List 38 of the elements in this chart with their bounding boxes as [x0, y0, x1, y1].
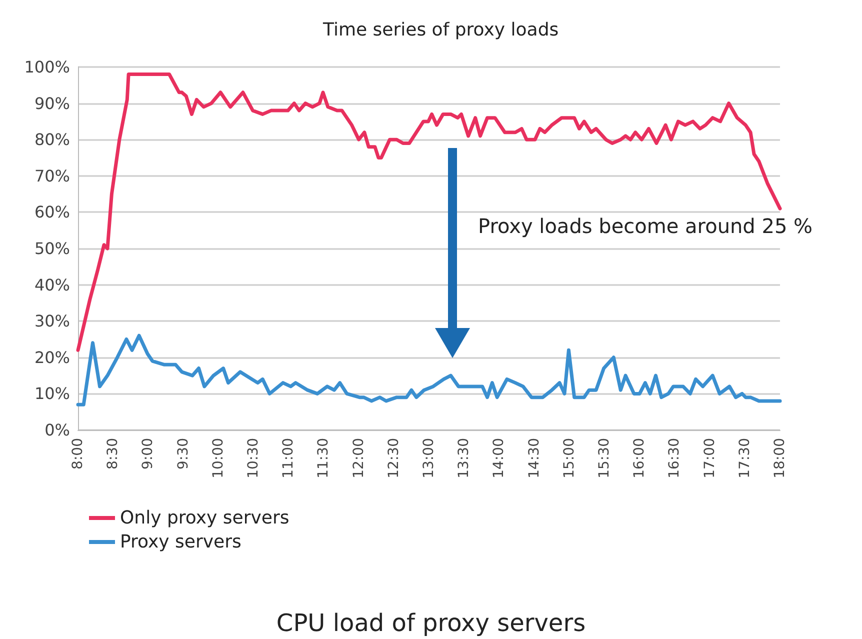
- x-tick-label: 14:00: [491, 438, 508, 478]
- x-tick-label: 16:00: [632, 438, 648, 478]
- x-tick-label: 14:30: [526, 438, 542, 478]
- x-tick-label: 12:00: [350, 438, 367, 478]
- x-tick-label: 8:00: [70, 438, 86, 470]
- x-tick-label: 11:30: [316, 438, 332, 478]
- y-tick-label: 20%: [34, 348, 70, 367]
- y-tick-label: 60%: [34, 202, 70, 222]
- x-tick-label: 9:30: [175, 438, 192, 470]
- y-tick-label: 80%: [34, 130, 70, 150]
- x-tick-label: 10:00: [210, 438, 226, 478]
- y-tick-label: 40%: [34, 275, 70, 294]
- chart-title: Time series of proxy loads: [322, 20, 559, 40]
- x-tick-label: 15:00: [561, 438, 578, 478]
- x-tick-label: 17:30: [736, 438, 753, 478]
- line-series: [76, 334, 782, 406]
- x-tick-label: 16:30: [666, 438, 683, 478]
- x-tick-label: 9:00: [140, 438, 156, 470]
- legend-label: Only proxy servers: [120, 508, 290, 528]
- y-tick-label: 50%: [34, 239, 70, 258]
- y-tick-label: 0%: [44, 420, 70, 440]
- x-tick-label: 15:30: [596, 438, 612, 478]
- text: CPU load of proxy servers: [276, 609, 586, 637]
- y-tick-label: 10%: [34, 384, 70, 404]
- annotation: Proxy loads become around 25 %: [478, 214, 813, 238]
- y-tick-label: 100%: [24, 58, 70, 76]
- y-tick-label: 30%: [34, 312, 70, 331]
- x-tick-label: 18:00: [772, 438, 788, 478]
- x-tick-label: 13:30: [456, 438, 472, 478]
- x-tick-label: 13:00: [421, 438, 437, 478]
- x-tick-label: 11:00: [280, 438, 297, 478]
- x-tick-label: 17:00: [702, 438, 718, 478]
- legend-label: Proxy servers: [120, 532, 242, 552]
- x-tick-label: 8:30: [105, 438, 122, 470]
- y-tick-label: 90%: [34, 94, 70, 113]
- x-tick-label: 10:30: [246, 438, 262, 478]
- y-tick-label: 70%: [34, 166, 70, 186]
- x-tick-label: 12:30: [386, 438, 402, 478]
